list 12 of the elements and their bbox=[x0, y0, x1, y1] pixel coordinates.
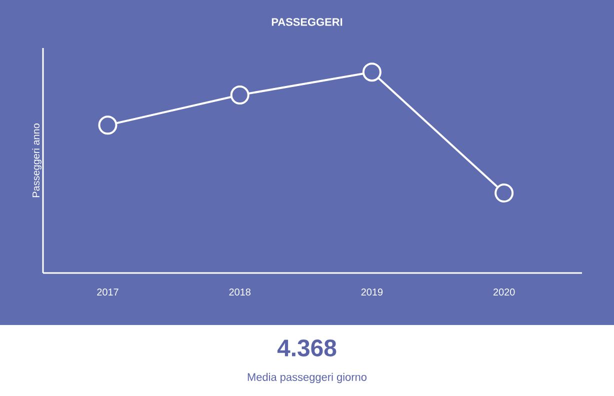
y-axis-title: Passeggeri anno bbox=[32, 124, 42, 198]
point bbox=[494, 184, 514, 203]
x-tick-label: 2017 bbox=[97, 288, 118, 296]
x-tick-label: 2019 bbox=[361, 288, 383, 296]
point bbox=[362, 62, 382, 82]
x-tick-label: 2020 bbox=[493, 288, 515, 296]
point bbox=[98, 116, 118, 135]
chart-title: PASSEGGERI bbox=[272, 18, 342, 26]
text: 4.368 bbox=[277, 340, 336, 356]
x-tick-label: 2018 bbox=[229, 288, 250, 296]
text: Media passeggeri giorno bbox=[248, 372, 367, 384]
point bbox=[230, 86, 250, 105]
